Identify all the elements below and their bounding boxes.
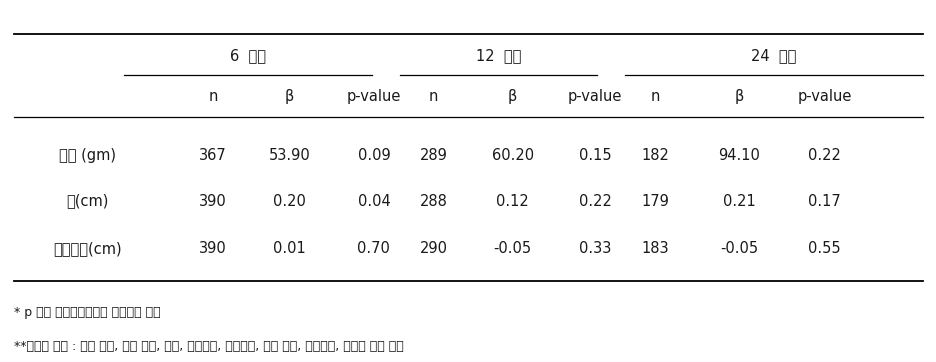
Text: 24  개월: 24 개월 <box>751 48 796 63</box>
Text: 53.90: 53.90 <box>269 148 310 163</box>
Text: 12  개월: 12 개월 <box>475 48 520 63</box>
Text: 0.33: 0.33 <box>578 241 611 256</box>
Text: 0.21: 0.21 <box>723 194 755 209</box>
Text: 0.04: 0.04 <box>358 194 390 209</box>
Text: 60.20: 60.20 <box>491 148 534 163</box>
Text: 367: 367 <box>199 148 227 163</box>
Text: β: β <box>734 89 743 104</box>
Text: **보정된 변수 : 아이 연령, 산모 신장, 체중, 산모연령, 교육수준, 아이 성별, 모유수유, 영아기 병원 방문: **보정된 변수 : 아이 연령, 산모 신장, 체중, 산모연령, 교육수준,… <box>14 340 403 353</box>
Text: 0.01: 0.01 <box>272 241 305 256</box>
Text: β: β <box>285 89 294 104</box>
Text: 0.70: 0.70 <box>358 241 390 256</box>
Text: p-value: p-value <box>797 89 851 104</box>
Text: p-value: p-value <box>346 89 401 104</box>
Text: 290: 290 <box>419 241 447 256</box>
Text: -0.05: -0.05 <box>720 241 757 256</box>
Text: 182: 182 <box>640 148 668 163</box>
Text: 390: 390 <box>199 241 227 256</box>
Text: 288: 288 <box>419 194 447 209</box>
Text: 0.12: 0.12 <box>496 194 529 209</box>
Text: * p 값은 다중회귀분석을 이용하여 구함: * p 값은 다중회귀분석을 이용하여 구함 <box>14 306 160 319</box>
Text: 94.10: 94.10 <box>718 148 759 163</box>
Text: -0.05: -0.05 <box>493 241 531 256</box>
Text: 0.55: 0.55 <box>808 241 841 256</box>
Text: 0.15: 0.15 <box>578 148 611 163</box>
Text: n: n <box>429 89 438 104</box>
Text: 키(cm): 키(cm) <box>66 194 109 209</box>
Text: p-value: p-value <box>567 89 622 104</box>
Text: 0.17: 0.17 <box>808 194 841 209</box>
Text: 0.22: 0.22 <box>808 148 841 163</box>
Text: n: n <box>650 89 659 104</box>
Text: 6  개월: 6 개월 <box>230 48 266 63</box>
Text: 머리둘레(cm): 머리둘레(cm) <box>53 241 122 256</box>
Text: 390: 390 <box>199 194 227 209</box>
Text: 0.09: 0.09 <box>358 148 390 163</box>
Text: 289: 289 <box>419 148 447 163</box>
Text: 183: 183 <box>640 241 668 256</box>
Text: 0.22: 0.22 <box>578 194 611 209</box>
Text: 179: 179 <box>640 194 668 209</box>
Text: 0.20: 0.20 <box>272 194 305 209</box>
Text: 체중 (gm): 체중 (gm) <box>59 148 116 163</box>
Text: β: β <box>507 89 517 104</box>
Text: n: n <box>209 89 218 104</box>
